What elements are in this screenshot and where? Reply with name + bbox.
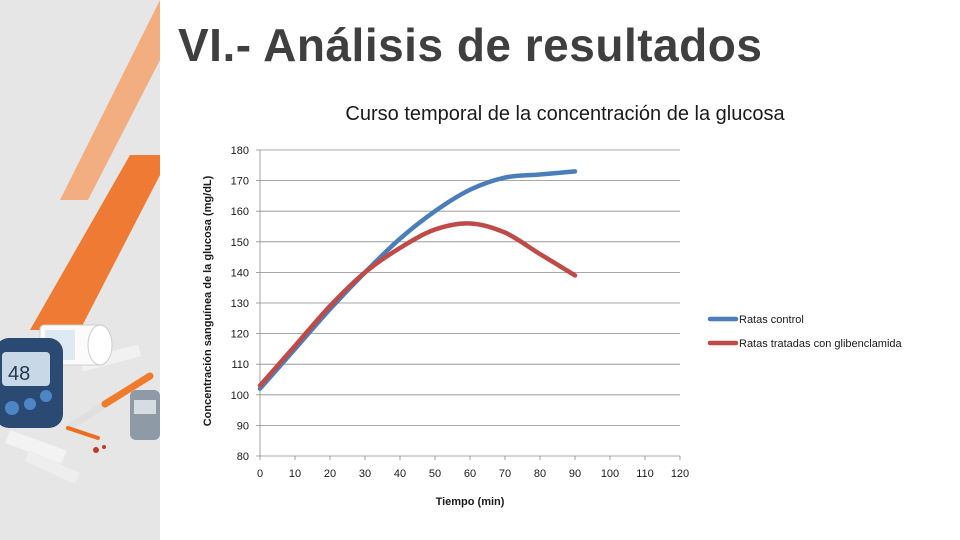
y-tick-label: 120 bbox=[231, 329, 249, 341]
y-tick-label: 90 bbox=[237, 420, 249, 432]
x-tick-label: 0 bbox=[257, 468, 263, 480]
y-tick-label: 160 bbox=[231, 206, 249, 218]
x-tick-label: 20 bbox=[324, 468, 336, 480]
series-line-2 bbox=[257, 221, 578, 388]
x-tick-label: 120 bbox=[671, 468, 689, 480]
chart-gridlines bbox=[260, 149, 680, 457]
x-tick-label: 100 bbox=[601, 468, 619, 480]
legend-label-2: Ratas tratadas con glibenclamida bbox=[739, 338, 903, 350]
slide-title: VI.- Análisis de resultados bbox=[178, 19, 763, 71]
y-tick-label: 180 bbox=[231, 145, 249, 157]
x-tick-label: 90 bbox=[569, 468, 581, 480]
syringe-illustration bbox=[64, 372, 154, 453]
chart-legend: Ratas control Ratas tratadas con glibencl… bbox=[707, 314, 903, 350]
series-line-1 bbox=[257, 169, 578, 391]
chart-title: Curso temporal de la concentración de la… bbox=[345, 103, 785, 125]
x-tick-label: 50 bbox=[429, 468, 441, 480]
y-tick-label: 140 bbox=[231, 267, 249, 279]
x-tick-label: 10 bbox=[289, 468, 301, 480]
x-tick-label: 40 bbox=[394, 468, 406, 480]
y-tick-label: 170 bbox=[231, 176, 249, 188]
meter-device-illustration bbox=[130, 390, 160, 440]
x-tick-label: 70 bbox=[499, 468, 511, 480]
x-tick-label: 30 bbox=[359, 468, 371, 480]
orange-stripe-dark bbox=[30, 155, 160, 330]
y-tick-label: 110 bbox=[231, 359, 249, 371]
legend-label-1: Ratas control bbox=[739, 314, 804, 326]
decorative-side-panel: 48 bbox=[0, 0, 160, 540]
y-tick-label: 100 bbox=[231, 390, 249, 402]
x-tick-label: 110 bbox=[636, 468, 654, 480]
chart-axes: 80 90 100 110 120 130 140 150 160 170 180 0 10 20 30 40… bbox=[231, 145, 690, 480]
y-tick-label: 80 bbox=[237, 451, 249, 463]
x-axis-label: Tiempo (min) bbox=[436, 496, 505, 508]
svg-text:48: 48 bbox=[8, 363, 30, 385]
glucometer-illustration: 48 bbox=[0, 338, 63, 428]
y-tick-label: 130 bbox=[231, 298, 249, 310]
x-tick-label: 60 bbox=[464, 468, 476, 480]
orange-stripe-light bbox=[60, 0, 160, 200]
chart-series bbox=[257, 169, 578, 391]
y-tick-label: 150 bbox=[231, 237, 249, 249]
x-tick-label: 80 bbox=[534, 468, 546, 480]
y-axis-label: Concentración sanguínea de la glucosa (m… bbox=[202, 175, 214, 426]
decorative-artwork: 48 bbox=[0, 0, 160, 485]
glucose-line-chart: Curso temporal de la concentración de la… bbox=[202, 103, 903, 508]
